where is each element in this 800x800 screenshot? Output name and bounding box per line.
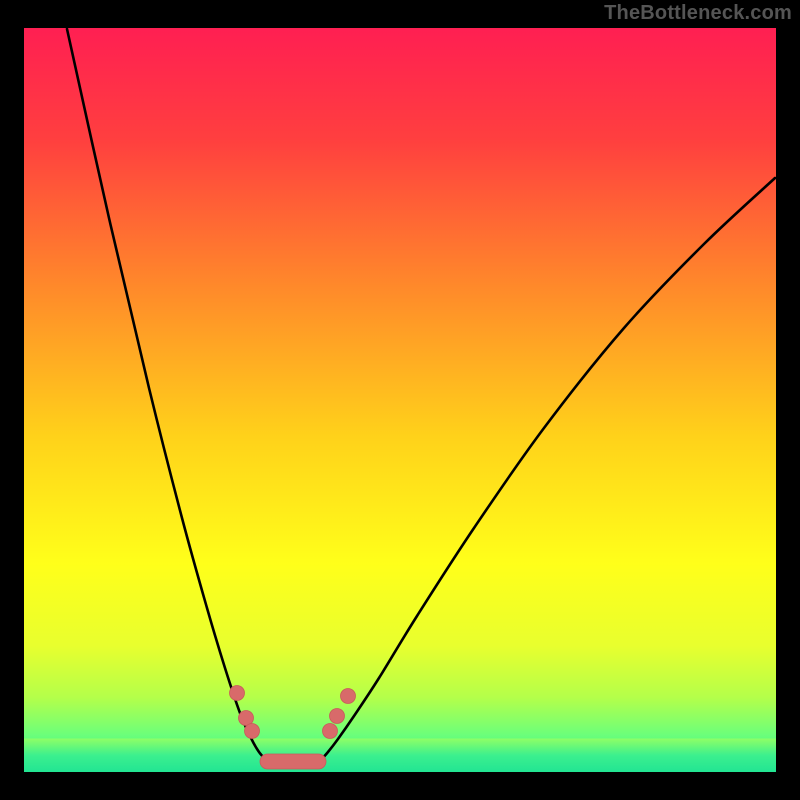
watermark-text: TheBottleneck.com (604, 2, 792, 25)
frame-right (776, 0, 800, 800)
valley-pill-marker (260, 754, 326, 769)
frame-bottom (0, 772, 800, 800)
plot-area (24, 28, 776, 772)
frame-left (0, 0, 24, 800)
gradient-background (24, 28, 776, 772)
marker-right-0 (323, 724, 338, 739)
marker-right-1 (330, 709, 345, 724)
plot-svg (24, 28, 776, 772)
marker-right-2 (341, 689, 356, 704)
marker-left-0 (230, 686, 245, 701)
green-floor-band (24, 739, 776, 772)
marker-left-2 (245, 724, 260, 739)
